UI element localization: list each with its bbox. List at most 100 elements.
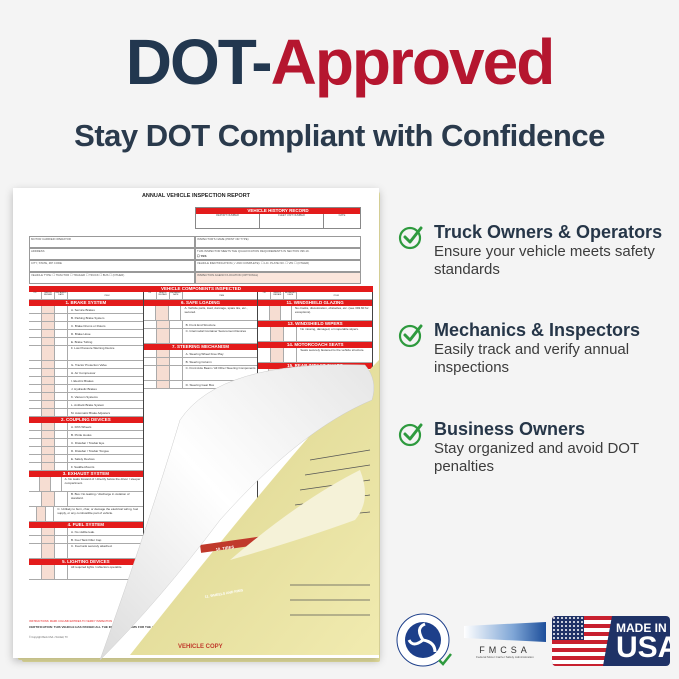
repaired-date-cell[interactable]: [55, 447, 68, 454]
ok-cell[interactable]: [29, 492, 42, 506]
repaired-date-cell[interactable]: [55, 338, 68, 345]
repaired-date-cell[interactable]: [55, 536, 68, 543]
repaired-date-cell[interactable]: [55, 306, 68, 313]
needs-repair-cell[interactable]: [271, 348, 285, 362]
repaired-date-cell[interactable]: [55, 423, 68, 430]
repaired-date-cell[interactable]: [170, 321, 183, 328]
needs-repair-cell[interactable]: [42, 544, 55, 558]
repaired-date-cell[interactable]: [170, 350, 183, 357]
ok-cell[interactable]: [29, 361, 42, 368]
needs-repair-cell[interactable]: [42, 377, 55, 384]
repaired-date-cell[interactable]: [55, 361, 68, 368]
repaired-date-cell[interactable]: [55, 528, 68, 535]
needs-repair-cell[interactable]: [156, 350, 170, 357]
needs-repair-cell[interactable]: [42, 346, 55, 360]
needs-repair-cell[interactable]: [39, 477, 51, 491]
needs-repair-cell[interactable]: [42, 369, 55, 376]
ok-cell[interactable]: [29, 528, 42, 535]
repaired-date-cell[interactable]: [55, 322, 68, 329]
ok-cell[interactable]: [29, 306, 42, 313]
needs-repair-cell[interactable]: [156, 358, 170, 365]
repaired-date-cell[interactable]: [55, 377, 68, 384]
repaired-date-cell[interactable]: [169, 306, 182, 320]
needs-repair-cell[interactable]: [42, 565, 55, 579]
ok-cell[interactable]: [29, 447, 42, 454]
needs-repair-cell[interactable]: [42, 401, 55, 408]
ok-cell[interactable]: [29, 330, 42, 337]
needs-repair-cell[interactable]: [42, 338, 55, 345]
ok-cell[interactable]: [29, 565, 42, 579]
needs-repair-cell[interactable]: [156, 381, 170, 388]
needs-repair-cell[interactable]: [156, 306, 169, 320]
repaired-date-cell[interactable]: [55, 544, 68, 558]
repaired-date-cell[interactable]: [55, 314, 68, 321]
ok-cell[interactable]: [144, 329, 157, 343]
repaired-date-cell[interactable]: [281, 306, 292, 320]
ok-cell[interactable]: [258, 306, 270, 320]
ok-cell[interactable]: [29, 409, 42, 416]
needs-repair-cell[interactable]: [42, 439, 55, 446]
ok-cell[interactable]: [29, 536, 42, 543]
needs-repair-cell[interactable]: [156, 366, 170, 380]
needs-repair-cell[interactable]: [42, 361, 55, 368]
ok-cell[interactable]: [144, 350, 157, 357]
needs-repair-cell[interactable]: [42, 455, 55, 462]
repaired-date-cell[interactable]: [55, 346, 68, 360]
repaired-date-cell[interactable]: [170, 329, 183, 343]
repaired-date-cell[interactable]: [51, 477, 62, 491]
needs-repair-cell[interactable]: [42, 314, 55, 321]
ok-cell[interactable]: [144, 321, 157, 328]
ok-cell[interactable]: [144, 381, 157, 388]
ok-cell[interactable]: [29, 507, 38, 521]
ok-cell[interactable]: [144, 366, 157, 380]
needs-repair-cell[interactable]: [42, 330, 55, 337]
repaired-date-cell[interactable]: [55, 330, 68, 337]
repaired-date-cell[interactable]: [55, 455, 68, 462]
repaired-date-cell[interactable]: [284, 348, 298, 362]
ok-cell[interactable]: [29, 314, 42, 321]
repaired-date-cell[interactable]: [55, 393, 68, 400]
ok-cell[interactable]: [29, 477, 40, 491]
needs-repair-cell[interactable]: [42, 431, 55, 438]
repaired-date-cell[interactable]: [170, 366, 183, 380]
repaired-date-cell[interactable]: [55, 409, 68, 416]
repaired-date-cell[interactable]: [55, 431, 68, 438]
needs-repair-cell[interactable]: [42, 322, 55, 329]
ok-cell[interactable]: [29, 377, 42, 384]
ok-cell[interactable]: [29, 463, 42, 470]
ok-cell[interactable]: [258, 348, 272, 362]
needs-repair-cell[interactable]: [42, 409, 55, 416]
needs-repair-cell[interactable]: [42, 385, 55, 392]
ok-cell[interactable]: [29, 338, 42, 345]
repaired-date-cell[interactable]: [55, 369, 68, 376]
ok-cell[interactable]: [144, 306, 157, 320]
needs-repair-cell[interactable]: [271, 327, 285, 341]
needs-repair-cell[interactable]: [41, 492, 55, 506]
ok-cell[interactable]: [258, 327, 272, 341]
repaired-date-cell[interactable]: [55, 463, 68, 470]
repaired-date-cell[interactable]: [46, 507, 55, 521]
ok-cell[interactable]: [29, 431, 42, 438]
repaired-date-cell[interactable]: [284, 327, 298, 341]
ok-cell[interactable]: [144, 358, 157, 365]
ok-cell[interactable]: [29, 455, 42, 462]
needs-repair-cell[interactable]: [42, 447, 55, 454]
ok-cell[interactable]: [29, 322, 42, 329]
ok-cell[interactable]: [29, 401, 42, 408]
repaired-date-cell[interactable]: [55, 565, 68, 579]
needs-repair-cell[interactable]: [42, 528, 55, 535]
ok-cell[interactable]: [29, 393, 42, 400]
repaired-date-cell[interactable]: [170, 381, 183, 388]
repaired-date-cell[interactable]: [55, 385, 68, 392]
ok-cell[interactable]: [29, 423, 42, 430]
repaired-date-cell[interactable]: [55, 401, 68, 408]
needs-repair-cell[interactable]: [156, 321, 170, 328]
ok-cell[interactable]: [29, 439, 42, 446]
needs-repair-cell[interactable]: [42, 536, 55, 543]
needs-repair-cell[interactable]: [42, 306, 55, 313]
needs-repair-cell[interactable]: [37, 507, 46, 521]
needs-repair-cell[interactable]: [42, 423, 55, 430]
ok-cell[interactable]: [29, 544, 42, 558]
needs-repair-cell[interactable]: [42, 393, 55, 400]
repaired-date-cell[interactable]: [55, 439, 68, 446]
